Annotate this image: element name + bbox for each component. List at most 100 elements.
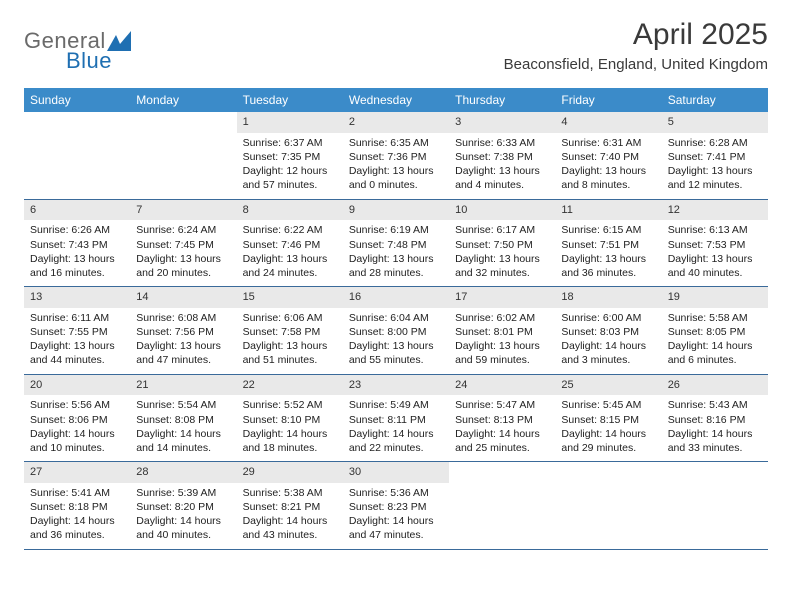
calendar-cell: 23 Sunrise: 5:49 AMSunset: 8:11 PMDayligh… xyxy=(343,375,449,462)
header: GeneralBlue April 2025 Beaconsfield, Eng… xyxy=(24,18,768,74)
sunset-text: Sunset: 8:15 PM xyxy=(561,413,655,427)
title-block: April 2025 Beaconsfield, England, United… xyxy=(504,18,768,73)
calendar-cell: 2Sunrise: 6:35 AMSunset: 7:36 PMDaylight… xyxy=(343,112,449,199)
cell-body: Sunrise: 6:31 AMSunset: 7:40 PMDaylight:… xyxy=(555,133,661,199)
sunrise-text: Sunrise: 6:15 AM xyxy=(561,223,655,237)
day1-text: Daylight: 13 hours xyxy=(243,252,337,266)
day-number: 14 xyxy=(130,287,236,308)
sunrise-text: Sunrise: 6:24 AM xyxy=(136,223,230,237)
day-number: 24 xyxy=(449,375,555,396)
day2-text: and 57 minutes. xyxy=(243,178,337,192)
sunrise-text: Sunrise: 6:28 AM xyxy=(668,136,762,150)
calendar-cell: 20Sunrise: 5:56 AMSunset: 8:06 PMDayligh… xyxy=(24,375,130,462)
day1-text: Daylight: 14 hours xyxy=(455,427,549,441)
day2-text: and 47 minutes. xyxy=(136,353,230,367)
day1-text: Daylight: 13 hours xyxy=(349,164,443,178)
sunrise-text: Sunrise: 6:00 AM xyxy=(561,311,655,325)
calendar-cell xyxy=(130,112,236,199)
sunrise-text: Sunrise: 5:58 AM xyxy=(668,311,762,325)
day1-text: Daylight: 13 hours xyxy=(349,339,443,353)
sunset-text: Sunset: 7:38 PM xyxy=(455,150,549,164)
calendar-cell: 6Sunrise: 6:26 AMSunset: 7:43 PMDaylight… xyxy=(24,200,130,287)
day2-text: and 0 minutes. xyxy=(349,178,443,192)
sunset-text: Sunset: 8:20 PM xyxy=(136,500,230,514)
day2-text: and 20 minutes. xyxy=(136,266,230,280)
day-number: 6 xyxy=(24,200,130,221)
location-text: Beaconsfield, England, United Kingdom xyxy=(504,56,768,73)
sunset-text: Sunset: 8:01 PM xyxy=(455,325,549,339)
day-number: 29 xyxy=(237,462,343,483)
sunset-text: Sunset: 8:16 PM xyxy=(668,413,762,427)
day-number: 3 xyxy=(449,112,555,133)
day-header: Wednesday xyxy=(343,88,449,112)
day-number: 21 xyxy=(130,375,236,396)
sunset-text: Sunset: 7:41 PM xyxy=(668,150,762,164)
weeks-container: 1Sunrise: 6:37 AMSunset: 7:35 PMDaylight… xyxy=(24,112,768,550)
day2-text: and 40 minutes. xyxy=(136,528,230,542)
cell-body: Sunrise: 6:37 AMSunset: 7:35 PMDaylight:… xyxy=(237,133,343,199)
sunset-text: Sunset: 8:23 PM xyxy=(349,500,443,514)
day1-text: Daylight: 13 hours xyxy=(455,164,549,178)
cell-body xyxy=(24,133,130,142)
cell-body xyxy=(555,483,661,492)
day2-text: and 14 minutes. xyxy=(136,441,230,455)
day-number xyxy=(449,462,555,483)
cell-body: Sunrise: 6:19 AMSunset: 7:48 PMDaylight:… xyxy=(343,220,449,286)
calendar-cell: 9Sunrise: 6:19 AMSunset: 7:48 PMDaylight… xyxy=(343,200,449,287)
sunset-text: Sunset: 7:40 PM xyxy=(561,150,655,164)
day2-text: and 51 minutes. xyxy=(243,353,337,367)
day2-text: and 4 minutes. xyxy=(455,178,549,192)
week-row: 27Sunrise: 5:41 AMSunset: 8:18 PMDayligh… xyxy=(24,462,768,550)
day1-text: Daylight: 13 hours xyxy=(455,252,549,266)
day-number xyxy=(130,112,236,133)
sunrise-text: Sunrise: 5:45 AM xyxy=(561,398,655,412)
calendar-cell: 22Sunrise: 5:52 AMSunset: 8:10 PMDayligh… xyxy=(237,375,343,462)
day-number: 25 xyxy=(555,375,661,396)
day1-text: Daylight: 13 hours xyxy=(243,339,337,353)
cell-body: Sunrise: 5:54 AMSunset: 8:08 PMDaylight:… xyxy=(130,395,236,461)
sunset-text: Sunset: 7:35 PM xyxy=(243,150,337,164)
sunset-text: Sunset: 8:03 PM xyxy=(561,325,655,339)
day1-text: Daylight: 13 hours xyxy=(455,339,549,353)
sunrise-text: Sunrise: 5:36 AM xyxy=(349,486,443,500)
day1-text: Daylight: 14 hours xyxy=(243,427,337,441)
cell-body: Sunrise: 5:52 AMSunset: 8:10 PMDaylight:… xyxy=(237,395,343,461)
calendar-cell xyxy=(662,462,768,549)
day-header: Monday xyxy=(130,88,236,112)
logo: GeneralBlue xyxy=(24,28,131,74)
sunrise-text: Sunrise: 6:37 AM xyxy=(243,136,337,150)
cell-body: Sunrise: 6:11 AMSunset: 7:55 PMDaylight:… xyxy=(24,308,130,374)
cell-body: Sunrise: 6:00 AMSunset: 8:03 PMDaylight:… xyxy=(555,308,661,374)
sunset-text: Sunset: 8:08 PM xyxy=(136,413,230,427)
day2-text: and 33 minutes. xyxy=(668,441,762,455)
day2-text: and 16 minutes. xyxy=(30,266,124,280)
day1-text: Daylight: 13 hours xyxy=(349,252,443,266)
sunrise-text: Sunrise: 5:49 AM xyxy=(349,398,443,412)
day2-text: and 18 minutes. xyxy=(243,441,337,455)
day1-text: Daylight: 14 hours xyxy=(349,427,443,441)
day1-text: Daylight: 13 hours xyxy=(668,252,762,266)
sunrise-text: Sunrise: 6:17 AM xyxy=(455,223,549,237)
sunset-text: Sunset: 8:11 PM xyxy=(349,413,443,427)
day1-text: Daylight: 13 hours xyxy=(136,339,230,353)
calendar-cell: 5Sunrise: 6:28 AMSunset: 7:41 PMDaylight… xyxy=(662,112,768,199)
sunrise-text: Sunrise: 5:39 AM xyxy=(136,486,230,500)
sunrise-text: Sunrise: 6:26 AM xyxy=(30,223,124,237)
day2-text: and 6 minutes. xyxy=(668,353,762,367)
day-number: 30 xyxy=(343,462,449,483)
day2-text: and 47 minutes. xyxy=(349,528,443,542)
calendar-cell: 29Sunrise: 5:38 AMSunset: 8:21 PMDayligh… xyxy=(237,462,343,549)
calendar-cell: 17Sunrise: 6:02 AMSunset: 8:01 PMDayligh… xyxy=(449,287,555,374)
cell-body: Sunrise: 6:02 AMSunset: 8:01 PMDaylight:… xyxy=(449,308,555,374)
calendar-cell: 12Sunrise: 6:13 AMSunset: 7:53 PMDayligh… xyxy=(662,200,768,287)
day1-text: Daylight: 13 hours xyxy=(30,339,124,353)
sunrise-text: Sunrise: 6:35 AM xyxy=(349,136,443,150)
day-number: 23 xyxy=(343,375,449,396)
calendar-cell: 26Sunrise: 5:43 AMSunset: 8:16 PMDayligh… xyxy=(662,375,768,462)
sunset-text: Sunset: 8:06 PM xyxy=(30,413,124,427)
day-number xyxy=(555,462,661,483)
cell-body: Sunrise: 5:43 AMSunset: 8:16 PMDaylight:… xyxy=(662,395,768,461)
sunset-text: Sunset: 7:53 PM xyxy=(668,238,762,252)
week-row: 1Sunrise: 6:37 AMSunset: 7:35 PMDaylight… xyxy=(24,112,768,200)
sunrise-text: Sunrise: 6:02 AM xyxy=(455,311,549,325)
